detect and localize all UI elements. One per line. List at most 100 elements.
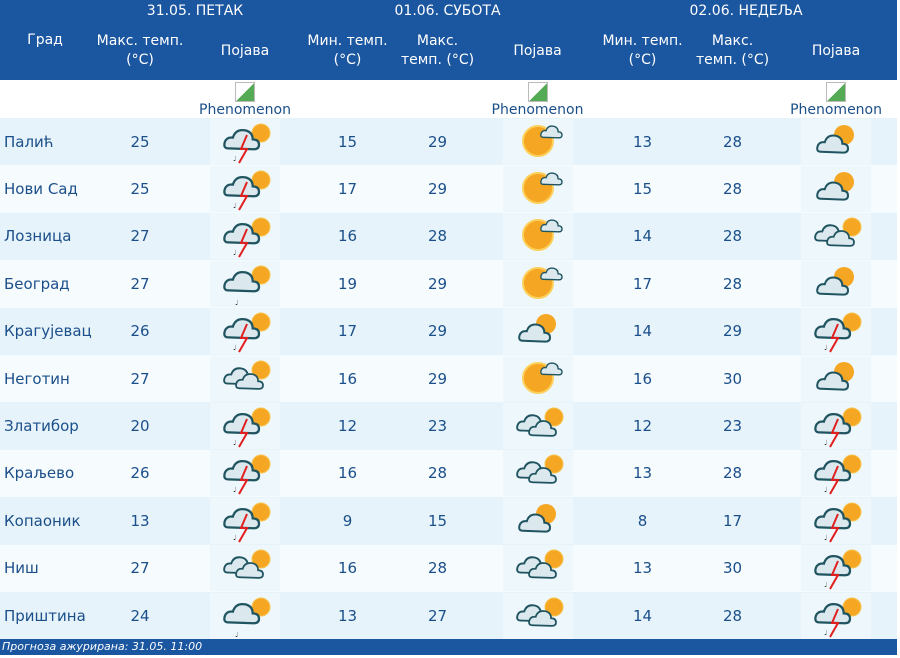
max-temp: 13 xyxy=(90,497,190,545)
city-name: Палић xyxy=(0,118,90,166)
thunderstorm-icon: ♩ xyxy=(190,212,301,261)
svg-text:♩: ♩ xyxy=(824,534,827,542)
max-temp: 28 xyxy=(690,449,776,498)
max-temp: 29 xyxy=(690,307,776,355)
max-temp: 29 xyxy=(395,354,481,403)
broken-image: Phenomenon xyxy=(190,80,301,118)
day-header: 02.06. НЕДЕЉА xyxy=(595,0,898,22)
sun-cloud-icon xyxy=(480,165,596,213)
footer-updated: Прогноза ажурирана: 31.05. 11:00 xyxy=(0,639,897,656)
max-temp: 29 xyxy=(395,118,481,166)
showers-icon: ♩ xyxy=(190,260,301,308)
min-temp: 15 xyxy=(300,118,396,166)
svg-text:♩: ♩ xyxy=(233,344,236,352)
min-temp: 14 xyxy=(595,307,691,355)
svg-text:♩: ♩ xyxy=(824,486,827,494)
min-temp: 17 xyxy=(595,260,691,308)
max-temp: 26 xyxy=(90,307,190,355)
svg-text:♩: ♩ xyxy=(233,486,236,494)
col-min: Мин. темп. (°C) xyxy=(300,22,396,80)
col-max: Макс. темп. (°C) xyxy=(90,22,190,80)
thunderstorm-icon: ♩ xyxy=(190,118,301,166)
min-temp: 16 xyxy=(300,544,396,592)
thunderstorm-icon: ♩ xyxy=(190,307,301,355)
min-temp: 14 xyxy=(595,591,691,640)
min-temp: 17 xyxy=(300,307,396,355)
max-temp: 27 xyxy=(395,591,481,640)
partly-cloudy-icon xyxy=(775,354,898,403)
max-temp: 27 xyxy=(90,260,190,308)
broken-image: Phenomenon xyxy=(480,80,596,118)
col-phen: Појава xyxy=(480,22,596,80)
max-temp: 26 xyxy=(90,449,190,498)
city-name: Ниш xyxy=(0,544,90,592)
svg-text:♩: ♩ xyxy=(824,581,827,589)
city-name: Београд xyxy=(0,260,90,308)
svg-text:♩: ♩ xyxy=(824,439,827,447)
table-row: Златибор 20 ♩ 12 23 12 23 ♩ xyxy=(0,402,898,450)
max-temp: 23 xyxy=(395,402,481,450)
partly-cloudy-icon xyxy=(775,260,898,308)
min-temp: 19 xyxy=(300,260,396,308)
thunderstorm-icon: ♩ xyxy=(190,449,301,498)
city-name: Копаоник xyxy=(0,497,90,545)
svg-text:♩: ♩ xyxy=(824,344,827,352)
min-temp: 13 xyxy=(300,591,396,640)
min-temp: 12 xyxy=(300,402,396,450)
max-temp: 24 xyxy=(90,591,190,640)
max-temp: 30 xyxy=(690,544,776,592)
thunderstorm-icon: ♩ xyxy=(775,449,898,498)
table-row: Лозница 27 ♩ 16 28 14 28 xyxy=(0,212,898,261)
sun-cloud-icon xyxy=(480,260,596,308)
max-temp: 25 xyxy=(90,165,190,213)
partly-cloudy-icon xyxy=(775,165,898,213)
min-temp: 14 xyxy=(595,212,691,261)
partly-cloudy-icon xyxy=(775,118,898,166)
max-temp: 29 xyxy=(395,165,481,213)
cloudy-icon xyxy=(775,212,898,261)
cloudy-icon xyxy=(190,544,301,592)
table-row: Палић 25 ♩ 15 29 13 28 xyxy=(0,118,898,166)
thunderstorm-icon: ♩ xyxy=(190,165,301,213)
max-temp: 25 xyxy=(90,118,190,166)
min-temp: 16 xyxy=(300,449,396,498)
max-temp: 28 xyxy=(690,591,776,640)
col-max: Макс. темп. (°C) xyxy=(395,22,481,80)
min-temp: 16 xyxy=(595,354,691,403)
max-temp: 28 xyxy=(690,212,776,261)
broken-image: Phenomenon xyxy=(775,80,898,118)
day-header: 01.06. СУБОТА xyxy=(300,0,596,22)
table-row: Краљево 26 ♩ 16 28 13 28 ♩ xyxy=(0,449,898,498)
max-temp: 29 xyxy=(395,260,481,308)
max-temp: 23 xyxy=(690,402,776,450)
city-name: Приштина xyxy=(0,591,90,640)
svg-text:♩: ♩ xyxy=(233,439,236,447)
forecast-table: Град 31.05. ПЕТАК 01.06. СУБОТА 02.06. Н… xyxy=(0,0,898,640)
thunderstorm-icon: ♩ xyxy=(190,497,301,545)
min-temp: 17 xyxy=(300,165,396,213)
max-temp: 28 xyxy=(395,212,481,261)
min-temp: 8 xyxy=(595,497,691,545)
max-temp: 17 xyxy=(690,497,776,545)
thunderstorm-icon: ♩ xyxy=(775,402,898,450)
table-row: Приштина 24 ♩ 13 27 14 28 ♩ xyxy=(0,591,898,640)
cloudy-icon xyxy=(480,402,596,450)
max-temp: 27 xyxy=(90,212,190,261)
table-row: Копаоник 13 ♩ 9 15 8 17 ♩ xyxy=(0,497,898,545)
day-header: 31.05. ПЕТАК xyxy=(90,0,301,22)
thunderstorm-icon: ♩ xyxy=(775,307,898,355)
col-phen: Појава xyxy=(190,22,301,80)
sun-cloud-icon xyxy=(480,118,596,166)
cloudy-icon xyxy=(480,544,596,592)
max-temp: 28 xyxy=(690,165,776,213)
min-temp: 13 xyxy=(595,449,691,498)
table-row: Неготин 27 16 29 16 30 xyxy=(0,354,898,403)
thunderstorm-icon: ♩ xyxy=(775,591,898,640)
max-temp: 28 xyxy=(395,449,481,498)
table-row: Крагујевац 26 ♩ 17 29 14 29 ♩ xyxy=(0,307,898,355)
partly-cloudy-icon xyxy=(480,497,596,545)
max-temp: 20 xyxy=(90,402,190,450)
city-name: Краљево xyxy=(0,449,90,498)
city-name: Лозница xyxy=(0,212,90,261)
col-min: Мин. темп. (°C) xyxy=(595,22,691,80)
